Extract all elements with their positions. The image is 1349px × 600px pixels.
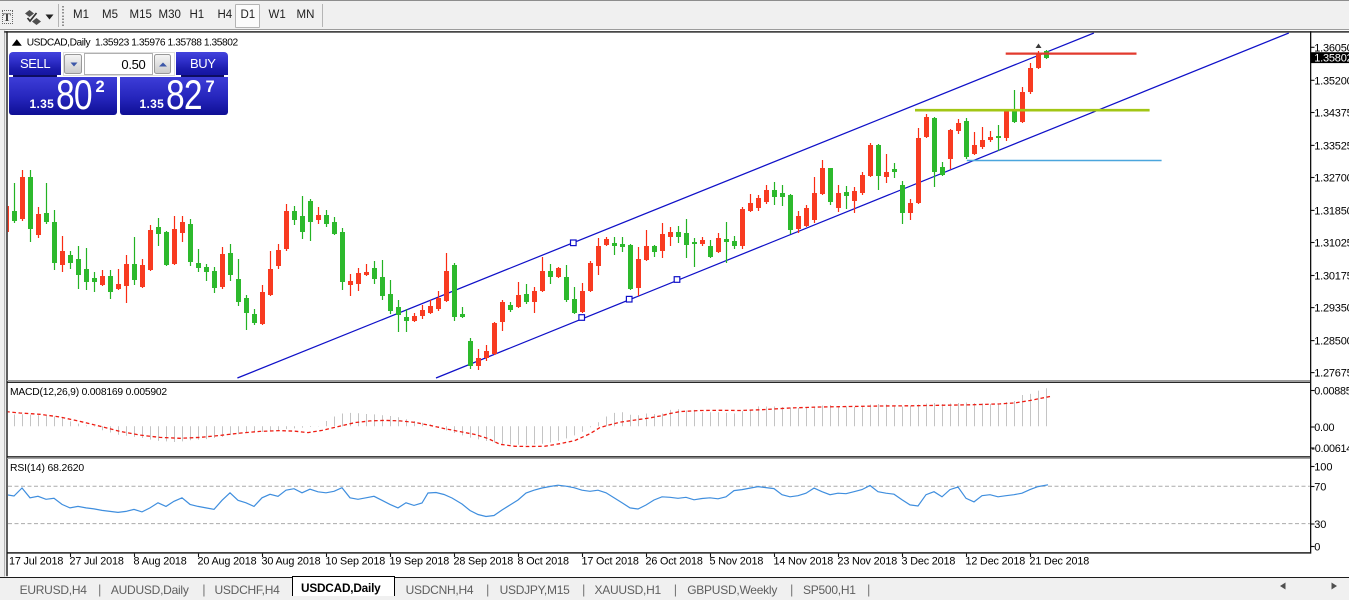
svg-text:0.00: 0.00 <box>1314 422 1334 434</box>
svg-text:8 Oct 2018: 8 Oct 2018 <box>518 556 569 568</box>
svg-text:1.29350: 1.29350 <box>1314 303 1349 315</box>
svg-text:RSI(14) 68.2620: RSI(14) 68.2620 <box>10 463 84 474</box>
svg-text:USDCAD,Daily 1.35923 1.35976: USDCAD,Daily 1.35923 1.35976 1.35788 1.3… <box>27 38 239 49</box>
svg-text:5 Nov 2018: 5 Nov 2018 <box>710 556 764 568</box>
svg-text:14 Nov 2018: 14 Nov 2018 <box>774 556 834 568</box>
svg-text:30 Aug 2018: 30 Aug 2018 <box>262 556 321 568</box>
svg-text:21 Dec 2018: 21 Dec 2018 <box>1030 556 1090 568</box>
svg-text:28 Sep 2018: 28 Sep 2018 <box>454 556 514 568</box>
svg-text:1.30175: 1.30175 <box>1314 271 1349 283</box>
svg-text:1.28500: 1.28500 <box>1314 336 1349 348</box>
svg-text:0: 0 <box>1314 542 1320 554</box>
svg-text:1.31850: 1.31850 <box>1314 205 1349 217</box>
svg-text:23 Nov 2018: 23 Nov 2018 <box>838 556 898 568</box>
svg-text:3 Dec 2018: 3 Dec 2018 <box>902 556 956 568</box>
svg-text:17 Jul 2018: 17 Jul 2018 <box>9 556 63 568</box>
svg-text:1.35802: 1.35802 <box>1314 52 1349 64</box>
svg-text:1.35200: 1.35200 <box>1314 75 1349 87</box>
svg-text:17 Oct 2018: 17 Oct 2018 <box>582 556 639 568</box>
svg-text:10 Sep 2018: 10 Sep 2018 <box>326 556 386 568</box>
svg-text:70: 70 <box>1314 482 1326 494</box>
svg-text:MACD(12,26,9) 0.008169 0.00590: MACD(12,26,9) 0.008169 0.005902 <box>10 387 167 398</box>
svg-text:19 Sep 2018: 19 Sep 2018 <box>390 556 450 568</box>
svg-text:8 Aug 2018: 8 Aug 2018 <box>134 556 187 568</box>
svg-text:30: 30 <box>1314 519 1326 531</box>
svg-text:0.00885: 0.00885 <box>1314 386 1349 398</box>
svg-text:1.36050: 1.36050 <box>1314 42 1349 54</box>
svg-text:27 Jul 2018: 27 Jul 2018 <box>70 556 124 568</box>
svg-text:20 Aug 2018: 20 Aug 2018 <box>198 556 257 568</box>
svg-text:1.34375: 1.34375 <box>1314 108 1349 120</box>
svg-text:1.27675: 1.27675 <box>1314 368 1349 380</box>
svg-text:1.31025: 1.31025 <box>1314 238 1349 250</box>
svg-text:100: 100 <box>1314 462 1332 474</box>
svg-text:12 Dec 2018: 12 Dec 2018 <box>966 556 1026 568</box>
svg-text:1.32700: 1.32700 <box>1314 173 1349 185</box>
svg-text:-0.00614: -0.00614 <box>1311 443 1349 455</box>
svg-text:26 Oct 2018: 26 Oct 2018 <box>646 556 703 568</box>
svg-text:1.33525: 1.33525 <box>1314 140 1349 152</box>
